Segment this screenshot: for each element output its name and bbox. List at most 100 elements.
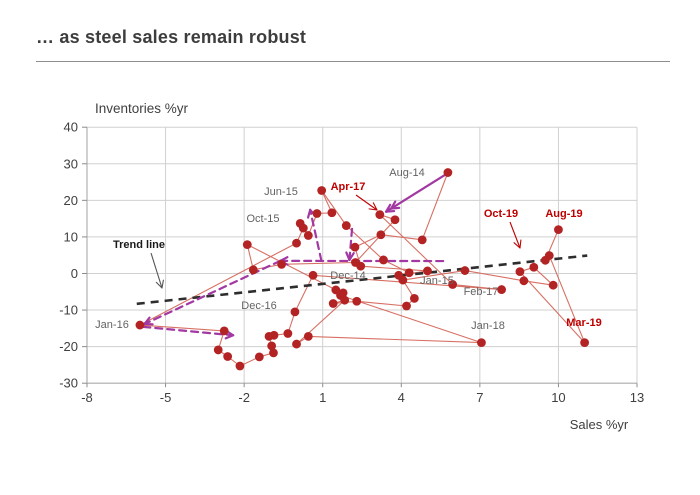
y-tick-label: 0 <box>71 266 78 281</box>
data-point <box>341 221 351 230</box>
annotation-label: Jan-15 <box>420 275 454 287</box>
data-point <box>269 348 278 358</box>
annotation-label: Jan-18 <box>471 320 505 332</box>
guide-path-segment <box>309 208 323 262</box>
guide-path-segment <box>348 227 354 262</box>
leader-arrowhead <box>513 242 521 249</box>
x-tick-label: 13 <box>630 390 644 405</box>
annotation-label: Dec-16 <box>241 300 276 312</box>
data-point <box>402 301 411 311</box>
leader-arrowhead <box>519 239 522 249</box>
x-tick-label: 4 <box>398 390 405 405</box>
y-tick-label: -20 <box>59 339 78 354</box>
guide-arrowhead <box>390 206 401 210</box>
title-underline <box>36 61 670 62</box>
data-point <box>277 259 286 269</box>
data-point <box>248 265 258 275</box>
data-point <box>351 258 360 267</box>
data-point <box>317 186 327 195</box>
data-point <box>554 225 563 235</box>
data-point <box>423 266 432 276</box>
data-point <box>303 231 313 240</box>
data-point <box>340 295 350 305</box>
annotation-label: Oct-15 <box>246 213 279 225</box>
guide-arrowhead <box>384 209 396 213</box>
data-point <box>269 330 279 340</box>
annotation-label: Dec-14 <box>330 270 365 282</box>
data-point <box>548 280 558 290</box>
annotation-label: Jun-15 <box>264 186 298 198</box>
data-point <box>283 329 293 338</box>
data-point <box>303 331 313 341</box>
data-point <box>254 352 264 362</box>
data-point <box>398 275 408 285</box>
leader-arrowhead <box>368 208 378 211</box>
data-point <box>417 235 427 245</box>
data-point <box>390 215 400 225</box>
x-tick-label: 1 <box>319 390 326 405</box>
y-tick-label: -10 <box>59 303 78 318</box>
data-point <box>292 339 301 349</box>
annotation-label: Trend line <box>113 239 165 251</box>
data-point <box>540 255 550 265</box>
data-point <box>515 267 525 277</box>
data-point <box>409 293 419 303</box>
leader-arrowhead <box>372 202 378 211</box>
data-point <box>404 268 414 278</box>
data-point <box>242 240 252 249</box>
data-point <box>460 266 470 275</box>
x-tick-label: -5 <box>160 390 172 405</box>
y-tick-label: 30 <box>64 156 78 171</box>
x-tick-label: 7 <box>476 390 483 405</box>
data-point <box>223 352 233 361</box>
annotation-label: Mar-19 <box>566 317 601 329</box>
data-point <box>376 230 386 240</box>
data-point <box>298 223 308 233</box>
data-point <box>529 262 539 272</box>
leader-arrow <box>355 194 378 211</box>
data-point <box>477 338 486 348</box>
data-point <box>375 210 385 220</box>
annotation-label: Oct-19 <box>484 208 518 220</box>
leader-arrow <box>150 252 163 289</box>
data-point <box>352 296 362 306</box>
data-point <box>379 255 388 265</box>
data-point <box>327 208 337 218</box>
data-point <box>448 280 458 289</box>
guide-path-segment <box>384 172 448 213</box>
data-point <box>497 285 506 294</box>
x-tick-label: 10 <box>551 390 565 405</box>
leader-arrowhead <box>155 281 163 289</box>
data-point <box>350 242 360 252</box>
annotation-label: Jan-16 <box>95 319 129 331</box>
data-point <box>312 209 322 218</box>
trend-line <box>136 254 588 306</box>
y-tick-label: -30 <box>59 376 78 391</box>
data-point <box>328 299 338 308</box>
x-tick-label: -2 <box>238 390 250 405</box>
guide-arrowhead <box>348 252 355 262</box>
data-point <box>219 326 229 336</box>
y-tick-label: 10 <box>64 229 78 244</box>
annotation-label: Aug-19 <box>545 208 582 220</box>
data-point <box>235 361 245 371</box>
leader-arrowhead <box>161 279 164 289</box>
annotation-label: Sales %yr <box>570 417 629 432</box>
guide-path-segment <box>143 259 282 326</box>
annotation-label: Feb-17 <box>464 286 499 298</box>
data-point <box>308 270 318 280</box>
data-point <box>290 307 300 317</box>
guide-path-segment <box>142 325 235 337</box>
data-point <box>135 320 145 330</box>
annotation-label: Apr-17 <box>331 181 366 193</box>
data-point <box>519 276 529 286</box>
page-title: … as steel sales remain robust <box>36 27 307 47</box>
annotation-label: Inventories %yr <box>95 101 189 116</box>
leader-arrow <box>509 221 521 249</box>
data-point <box>292 238 301 248</box>
guide-arrowhead <box>306 208 312 219</box>
x-tick-label: -8 <box>81 390 93 405</box>
annotation-label: Aug-14 <box>389 167 424 179</box>
